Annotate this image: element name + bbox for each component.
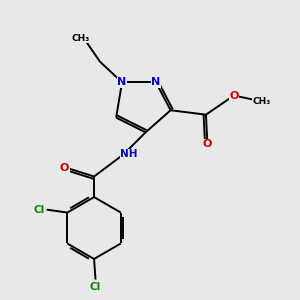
Text: O: O: [229, 91, 239, 100]
Text: NH: NH: [120, 149, 137, 159]
Text: N: N: [151, 77, 160, 87]
Text: Cl: Cl: [90, 282, 101, 292]
Text: O: O: [203, 139, 212, 149]
Text: N: N: [117, 77, 127, 87]
Text: O: O: [60, 163, 69, 173]
Text: CH₃: CH₃: [72, 34, 90, 43]
Text: CH₃: CH₃: [253, 97, 271, 106]
Text: Cl: Cl: [34, 205, 45, 214]
